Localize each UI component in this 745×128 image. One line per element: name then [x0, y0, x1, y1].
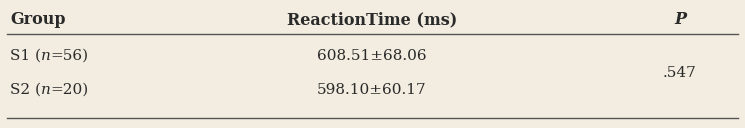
- Text: P: P: [674, 12, 686, 29]
- Text: ReactionTime (ms): ReactionTime (ms): [287, 12, 457, 29]
- Text: =20): =20): [51, 83, 89, 97]
- Text: 608.51±68.06: 608.51±68.06: [317, 49, 427, 63]
- Text: .547: .547: [663, 66, 697, 80]
- Text: Group: Group: [10, 12, 66, 29]
- Text: =56): =56): [51, 49, 89, 63]
- Text: S1 (: S1 (: [10, 49, 41, 63]
- Text: S2 (: S2 (: [10, 83, 41, 97]
- Text: n: n: [41, 49, 51, 63]
- Text: n: n: [41, 83, 51, 97]
- Text: 598.10±60.17: 598.10±60.17: [317, 83, 427, 97]
